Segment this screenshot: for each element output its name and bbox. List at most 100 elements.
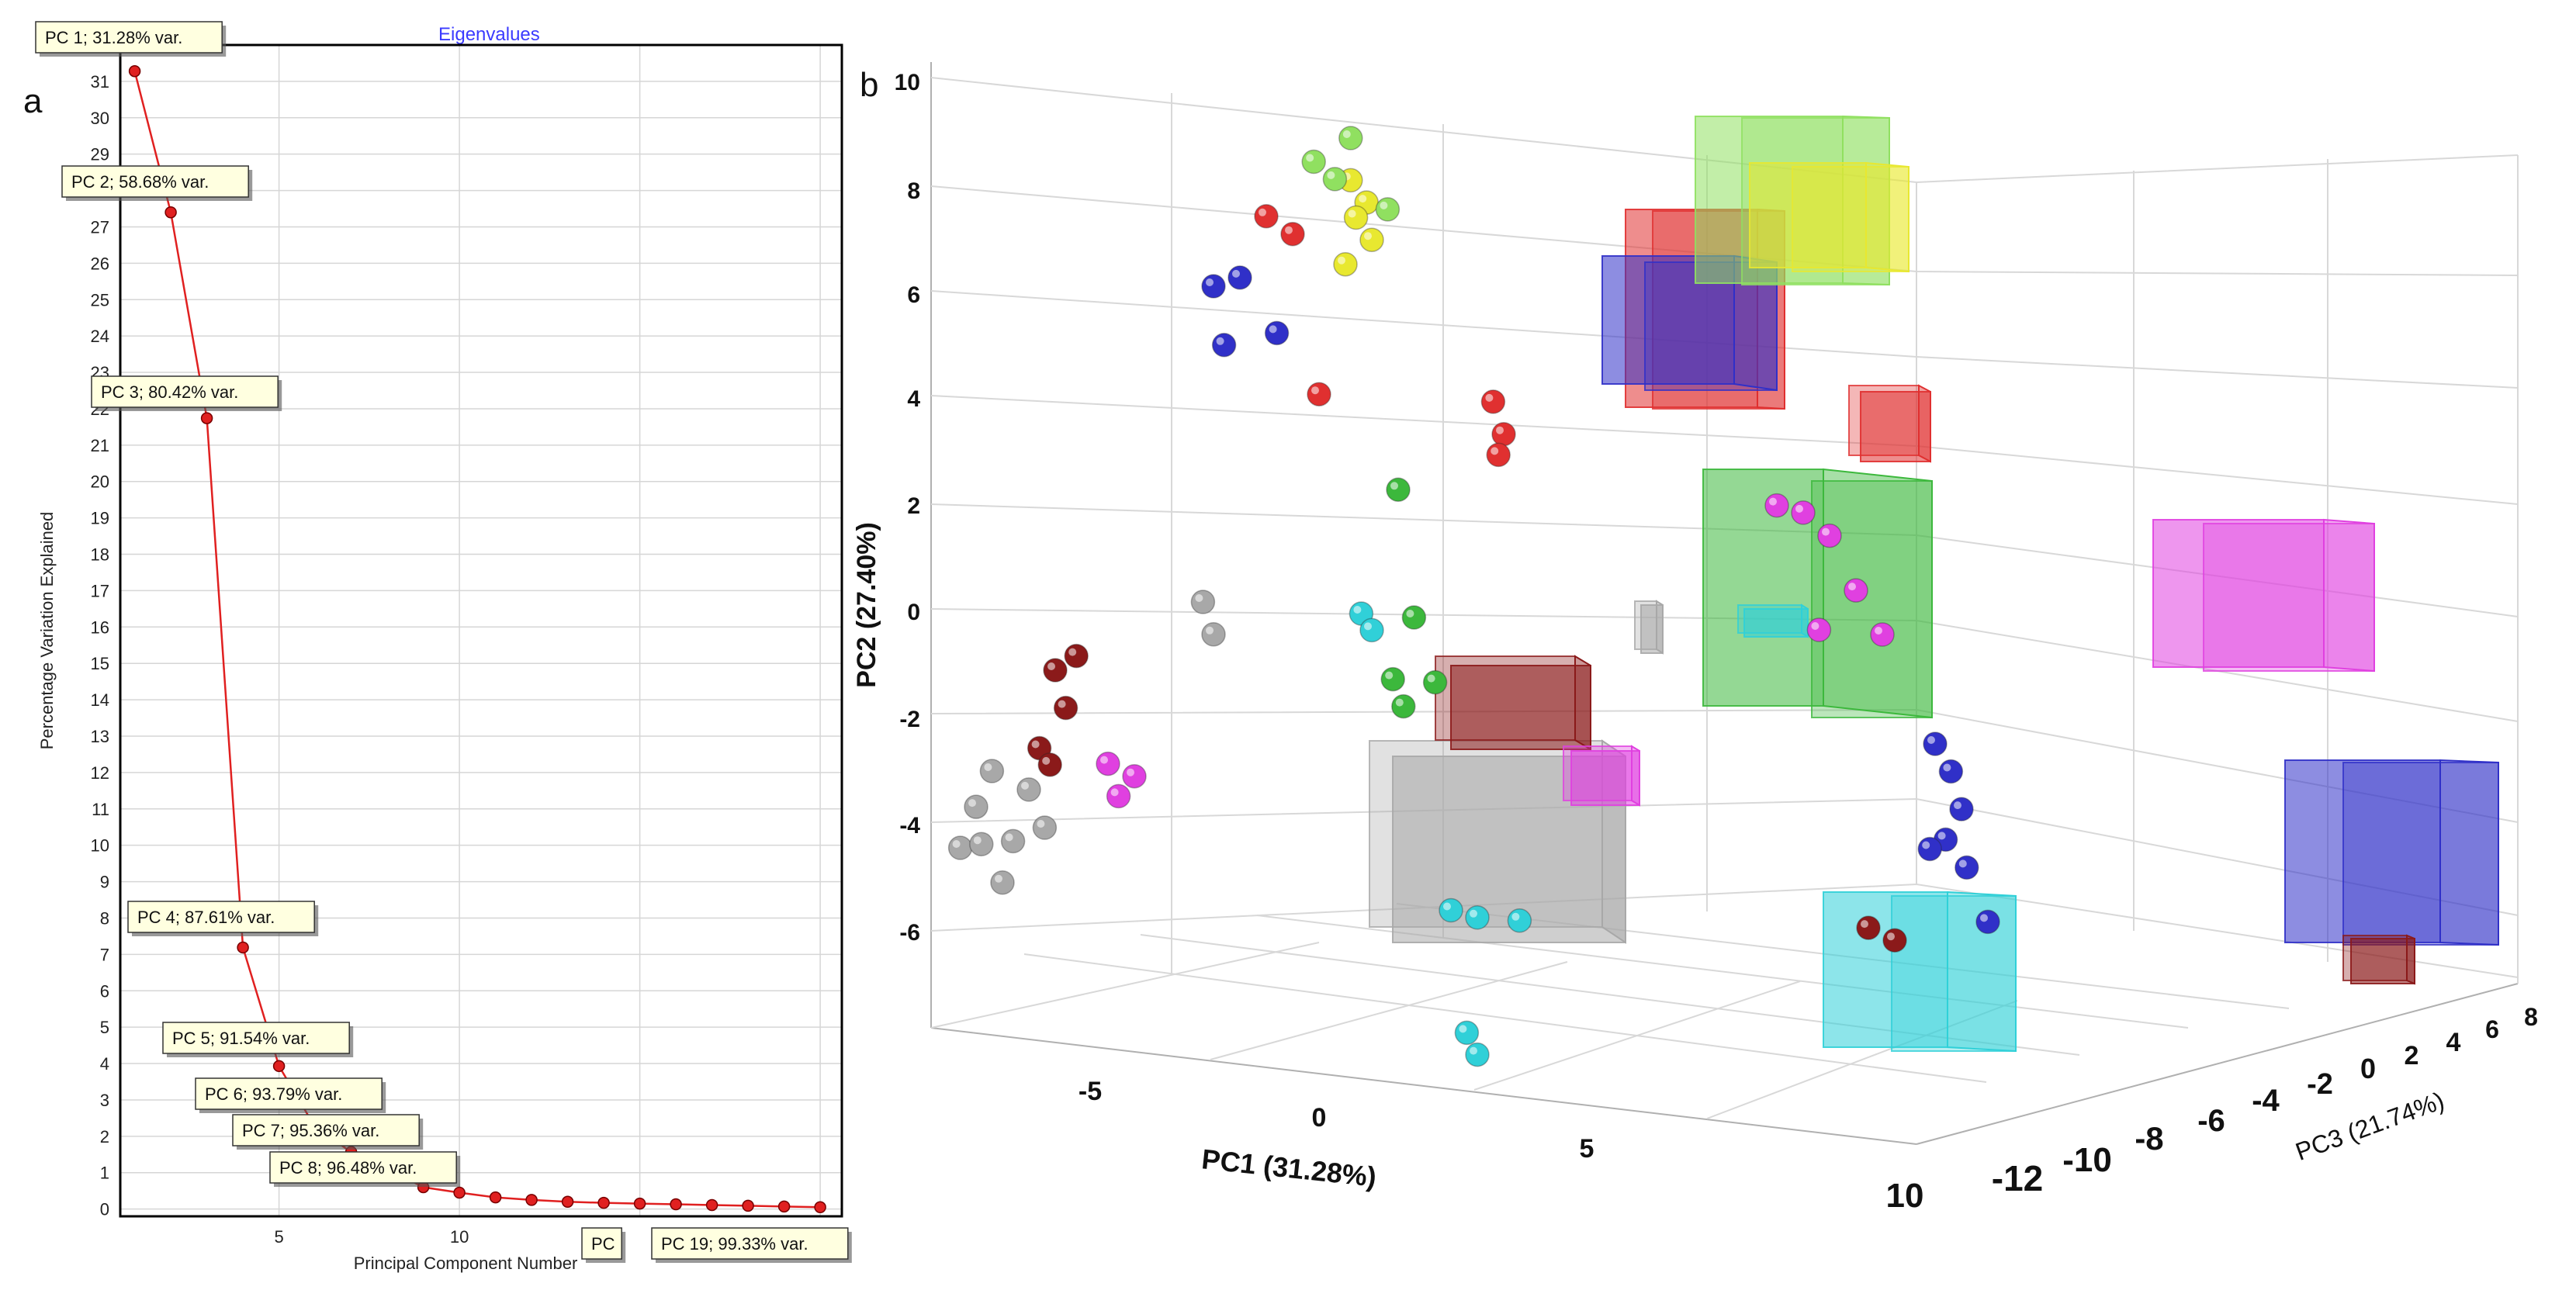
- pca-point: [1043, 658, 1068, 683]
- scree-y-tick-label: 7: [100, 945, 109, 964]
- scree-title: Eigenvalues: [438, 24, 540, 45]
- scree-callout: PC 2; 58.68% var.: [61, 165, 253, 201]
- pca-point: [1486, 442, 1511, 468]
- pca-point: [1938, 759, 1964, 784]
- pca-point: [1507, 908, 1532, 933]
- scree-callout-text: PC 5; 91.54% var.: [172, 1029, 310, 1048]
- pca-point: [1122, 763, 1147, 789]
- pca-point: [1386, 477, 1411, 503]
- pca-point: [1870, 622, 1895, 647]
- pc3-tick-label: 8: [2524, 1003, 2538, 1031]
- pca-point: [1439, 897, 1463, 923]
- pca-point: [1343, 205, 1369, 230]
- pca-point: [1359, 227, 1384, 252]
- cluster-box-darkred: [2342, 934, 2415, 985]
- scree-point: [489, 1191, 502, 1204]
- cluster-box-cyan: [1737, 603, 1809, 638]
- pca-point: [1975, 909, 2000, 935]
- pca-point: [947, 835, 973, 860]
- scree-point: [814, 1201, 826, 1214]
- cluster-box-magenta: [2152, 518, 2375, 673]
- pca-points: [947, 126, 2000, 1067]
- pca-point: [1201, 274, 1226, 299]
- pca-point: [1844, 578, 1868, 603]
- scree-y-tick-label: 1: [100, 1164, 109, 1183]
- pc2-tick-label: 8: [907, 178, 920, 204]
- pca-point: [1882, 928, 1907, 953]
- pc3-tick-label: -10: [2062, 1141, 2112, 1179]
- panel-a-letter: a: [23, 82, 43, 120]
- scree-callout-text: PC 4; 87.61% var.: [137, 908, 275, 927]
- scree-y-tick-label: 26: [91, 254, 109, 273]
- pca-point: [1359, 617, 1384, 643]
- scree-point: [705, 1198, 718, 1212]
- pc1-tick-label: 0: [1312, 1103, 1327, 1133]
- scree-point: [272, 1060, 286, 1073]
- pca-point: [1949, 797, 1974, 821]
- pca-point: [1322, 167, 1348, 192]
- pca-point: [1027, 735, 1052, 761]
- pca-point: [1465, 905, 1490, 930]
- scree-y-tick-label: 13: [91, 727, 109, 746]
- scree-y-tick-label: 9: [100, 873, 109, 892]
- scree-line: [133, 71, 821, 1209]
- pc2-tick-label: 0: [907, 600, 920, 625]
- scree-y-tick-label: 18: [91, 545, 109, 565]
- pc3-tick-label: -8: [2135, 1120, 2163, 1157]
- scree-point: [742, 1199, 754, 1212]
- pca-point: [1338, 126, 1363, 150]
- pca-point: [1401, 605, 1427, 630]
- scree-x-axis-label: Principal Component Number: [354, 1254, 578, 1273]
- pc3-tick-label: 0: [2360, 1053, 2376, 1084]
- scree-y-tick-label: 14: [91, 690, 109, 710]
- scree-series: [128, 65, 826, 1214]
- scree-x-tick-label: 10: [450, 1227, 469, 1247]
- pca-point: [1465, 1042, 1490, 1067]
- pc1-tick-label: -5: [1079, 1077, 1102, 1106]
- pca-cluster-boxes: [1369, 115, 2499, 1053]
- pca-point: [1333, 251, 1358, 277]
- scree-callout-text: PC 2; 58.68% var.: [71, 172, 209, 192]
- pca-point: [1375, 197, 1401, 222]
- pca-point: [1106, 783, 1131, 809]
- cluster-box-darkred: [1435, 655, 1591, 751]
- pc3-tick-label: 2: [2405, 1041, 2419, 1070]
- pca-point: [1817, 523, 1842, 548]
- pca-point: [1190, 590, 1216, 614]
- pca-point: [1349, 601, 1374, 626]
- pca-point: [1227, 265, 1252, 290]
- scree-callout-text: PC 8; 96.48% var.: [279, 1158, 417, 1178]
- scree-callout: PC 8; 96.48% var.: [269, 1151, 461, 1187]
- scree-point: [164, 206, 177, 219]
- pc2-tick-label: 4: [907, 386, 920, 412]
- pca-point: [969, 832, 994, 856]
- scree-y-tick-label: 30: [91, 109, 109, 128]
- scree-y-tick-label: 27: [91, 217, 109, 237]
- pc2-tick-label: 2: [907, 493, 920, 519]
- pc3-tick-label: -4: [2252, 1084, 2280, 1118]
- pc2-tick-label: -2: [899, 707, 920, 732]
- pca-point: [1037, 752, 1062, 777]
- panel-a-scree-plot: Eigenvalues a 01234567891011121314151617…: [23, 21, 852, 1273]
- scree-y-tick-label: 6: [100, 981, 109, 1001]
- cluster-box-yellow: [1749, 161, 1909, 273]
- pc3-tick-label: -6: [2197, 1104, 2225, 1138]
- pc1-axis-label: PC1 (31.28%): [1200, 1143, 1378, 1192]
- scree-y-tick-label: 4: [100, 1054, 109, 1074]
- pca-point: [990, 870, 1015, 895]
- cluster-box-blue: [2284, 759, 2499, 946]
- scree-y-tick-label: 17: [91, 581, 109, 600]
- scree-callout: PC 19; 99.33% var.: [651, 1227, 852, 1263]
- scree-point: [200, 412, 213, 424]
- pc3-tick-label: -2: [2307, 1068, 2333, 1101]
- scree-callout-text: PC 6; 93.79% var.: [205, 1084, 342, 1104]
- pca-point: [1201, 622, 1226, 647]
- pca-point: [1032, 815, 1058, 840]
- scree-y-ticks: 0123456789101112131415161718192021222324…: [91, 72, 109, 1219]
- pca-point: [1917, 836, 1942, 862]
- scree-y-tick-label: 31: [91, 72, 109, 92]
- pca-point: [1096, 751, 1120, 776]
- pca-point: [1016, 777, 1041, 802]
- scree-y-tick-label: 29: [91, 145, 109, 164]
